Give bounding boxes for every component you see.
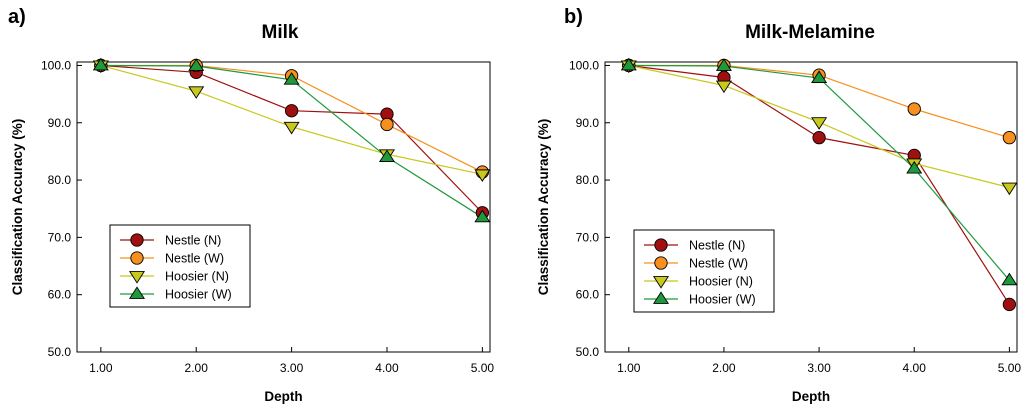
data-point-hoosier-w — [811, 70, 828, 83]
x-tick-label: 5.00 — [471, 361, 495, 375]
legend-label: Nestle (W) — [165, 252, 224, 266]
legend-marker-hoosier-n — [128, 271, 146, 284]
legend-marker-hoosier-w — [128, 286, 146, 299]
y-tick-label: 60.0 — [48, 288, 72, 302]
chart-panel-b: b) Milk-Melamine 50.0 60.0 70.0 80.0 90.0 100.0… — [536, 6, 1021, 404]
x-axis-title: Depth — [264, 389, 302, 404]
data-point-hoosier-w — [1001, 272, 1018, 286]
x-tick-label: 5.00 — [998, 361, 1022, 375]
chart-title: Milk — [262, 22, 299, 43]
x-axis-title: Depth — [792, 389, 830, 404]
data-point-nestle-w — [907, 102, 921, 116]
data-point-hoosier-n — [188, 86, 205, 99]
y-tick-label: 70.0 — [576, 230, 600, 244]
data-point-hoosier-w — [715, 58, 732, 71]
y-axis-title: Classification Accuracy (%) — [10, 119, 25, 296]
legend-marker-nestle-w — [130, 251, 144, 265]
x-tick-label: 1.00 — [89, 361, 113, 375]
y-tick-label: 60.0 — [576, 288, 600, 302]
legend: Nestle (N) Nestle (W) Hoosier (N) Hoosier (… — [109, 224, 251, 308]
data-point-hoosier-n — [715, 80, 732, 94]
legend-label: Nestle (N) — [689, 239, 745, 253]
panel-label: a) — [8, 6, 26, 28]
legend-marker-hoosier-w — [652, 291, 670, 304]
x-tick-label: 4.00 — [903, 361, 927, 375]
data-point-hoosier-w — [283, 72, 300, 85]
data-point-hoosier-n — [474, 169, 491, 183]
y-tick-label: 90.0 — [48, 116, 72, 130]
y-tick-label: 50.0 — [48, 345, 72, 359]
x-tick-label: 4.00 — [375, 361, 399, 375]
y-tick-label: 80.0 — [576, 173, 600, 187]
legend: Nestle (N) Nestle (W) Hoosier (N) Hoosier (… — [633, 229, 775, 313]
data-point-nestle-n — [284, 104, 299, 118]
y-tick-label: 100.0 — [41, 58, 71, 72]
data-point-hoosier-n — [283, 121, 300, 135]
y-tick-label: 90.0 — [576, 116, 600, 130]
data-point-hoosier-w — [906, 160, 923, 174]
legend-label: Nestle (W) — [689, 257, 748, 271]
data-point-hoosier-n — [811, 117, 828, 130]
data-point-hoosier-w — [620, 57, 637, 71]
data-point-hoosier-w — [474, 209, 491, 223]
data-point-hoosier-w — [188, 58, 205, 71]
y-tick-label: 100.0 — [569, 58, 599, 72]
legend-marker-hoosier-n — [652, 276, 670, 289]
data-point-nestle-w — [1002, 131, 1017, 145]
data-point-hoosier-n — [1001, 182, 1018, 196]
legend-marker-nestle-n — [654, 238, 668, 252]
data-point-nestle-n — [1002, 297, 1017, 312]
series-line-nestle-n — [100, 64, 483, 214]
legend-label: Hoosier (W) — [689, 293, 756, 307]
data-point-nestle-w — [380, 117, 394, 132]
x-tick-label: 3.00 — [280, 361, 304, 375]
plot-frame — [604, 61, 1018, 353]
y-tick-label: 80.0 — [48, 173, 72, 187]
legend-label: Hoosier (N) — [689, 275, 753, 289]
series-line-hoosier-w — [100, 64, 483, 218]
chart-title: Milk-Melamine — [745, 22, 875, 43]
y-tick-label: 50.0 — [576, 345, 600, 359]
y-tick-label: 70.0 — [48, 230, 72, 244]
x-tick-label: 2.00 — [185, 361, 209, 375]
legend-marker-nestle-n — [130, 233, 144, 247]
data-point-hoosier-w — [92, 57, 109, 71]
data-point-nestle-n — [812, 131, 826, 145]
y-axis-title: Classification Accuracy (%) — [536, 119, 551, 296]
chart-panel-a: a) Milk 50.0 60.0 70.0 80.0 90.0 100.0 1.00 2.00 3… — [8, 6, 494, 404]
x-tick-label: 1.00 — [617, 361, 641, 375]
panel-label: b) — [564, 6, 583, 28]
legend-marker-nestle-w — [654, 256, 668, 270]
plot-frame — [76, 61, 491, 353]
x-tick-label: 3.00 — [807, 361, 831, 375]
legend-label: Hoosier (N) — [165, 270, 229, 284]
legend-label: Nestle (N) — [165, 234, 221, 248]
legend-label: Hoosier (W) — [165, 288, 232, 302]
data-point-hoosier-w — [378, 149, 396, 163]
x-tick-label: 2.00 — [712, 361, 736, 375]
